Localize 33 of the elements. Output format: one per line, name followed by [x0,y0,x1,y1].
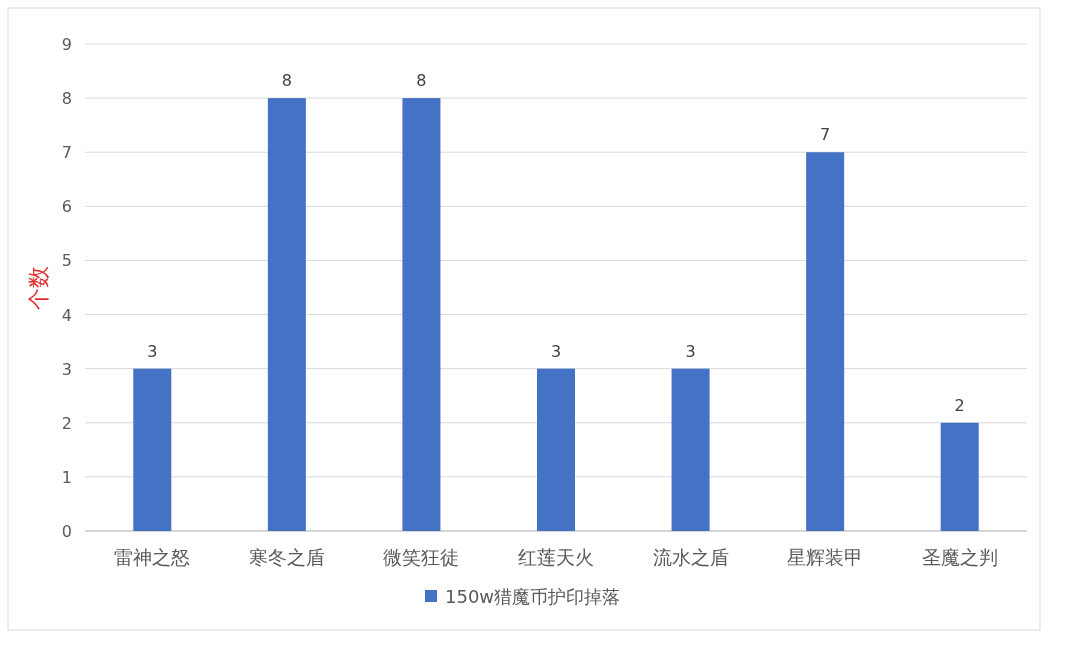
bar [537,368,575,531]
x-tick-label: 雷神之怒 [114,546,191,568]
x-tick-label: 微笑狂徒 [383,546,460,568]
data-label: 3 [685,341,696,361]
bar [133,368,172,531]
x-tick-label: 流水之盾 [652,546,729,568]
x-tick-label: 寒冬之盾 [248,546,325,568]
bar [267,98,306,531]
y-tick-label: 6 [61,197,72,217]
data-label: 7 [820,125,831,145]
y-tick-label: 0 [61,522,72,541]
data-label: 3 [550,341,562,361]
y-tick-label: 8 [61,89,72,109]
bar [940,422,979,531]
y-tick-label: 9 [61,35,72,54]
legend-label: 150w猎魔币护印掉落 [445,586,621,607]
y-tick-label: 5 [61,251,72,271]
y-tick-label: 4 [61,305,72,325]
x-tick-label: 红莲天火 [518,546,594,568]
bar [806,152,845,531]
data-label: 2 [954,395,965,415]
y-axis-title: 个数 [26,265,51,310]
bar [671,368,710,531]
x-tick-label: 星辉装甲 [787,546,864,568]
y-tick-label: 7 [61,143,72,163]
data-label: 8 [281,71,292,91]
data-label: 3 [147,341,158,361]
y-tick-label: 2 [61,413,72,433]
y-tick-label: 1 [61,467,72,487]
data-label: 8 [416,71,427,91]
x-tick-label: 圣魔之判 [921,546,998,568]
y-tick-label: 3 [61,359,72,379]
bar [402,98,441,531]
